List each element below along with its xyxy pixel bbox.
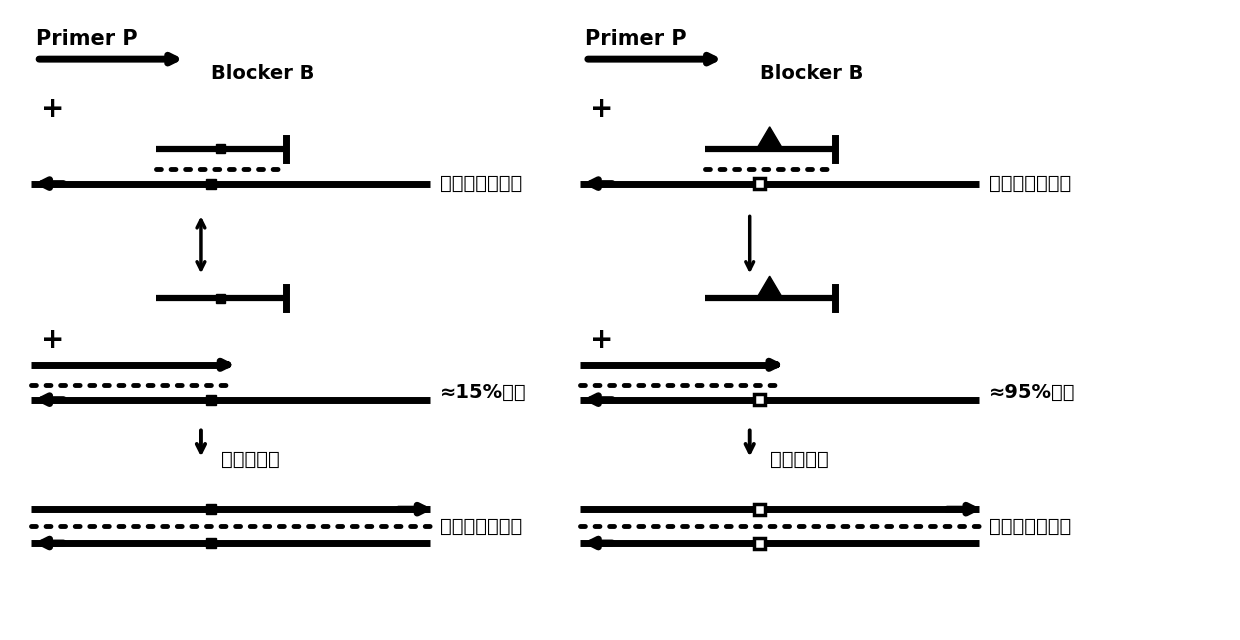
- Text: Blocker B: Blocker B: [760, 64, 863, 83]
- Bar: [206, 179, 216, 189]
- Text: +: +: [590, 326, 614, 354]
- Text: 聚合酶延伸: 聚合酶延伸: [770, 450, 828, 469]
- Text: 野生型核酸样本: 野生型核酸样本: [440, 174, 522, 193]
- Text: 突变型核酸样本: 突变型核酸样本: [990, 174, 1071, 193]
- Bar: [754, 504, 765, 515]
- Bar: [206, 395, 216, 404]
- Text: Primer P: Primer P: [36, 29, 138, 49]
- Bar: [206, 538, 216, 548]
- Text: Blocker B: Blocker B: [211, 64, 314, 83]
- Text: +: +: [41, 326, 64, 354]
- Text: 聚合酶延伸: 聚合酶延伸: [221, 450, 280, 469]
- Polygon shape: [756, 127, 782, 148]
- Polygon shape: [756, 276, 782, 298]
- Text: +: +: [41, 95, 64, 123]
- Text: +: +: [590, 95, 614, 123]
- Text: ≈15%产量: ≈15%产量: [440, 383, 527, 402]
- Text: Primer P: Primer P: [585, 29, 687, 49]
- Text: 突变型扩增产物: 突变型扩增产物: [990, 516, 1071, 536]
- Bar: [206, 504, 216, 514]
- Bar: [754, 538, 765, 548]
- Bar: [754, 394, 765, 405]
- Bar: [217, 144, 226, 153]
- Text: ≈95%产量: ≈95%产量: [990, 383, 1075, 402]
- Bar: [754, 178, 765, 189]
- Text: 野生型扩增产物: 野生型扩增产物: [440, 516, 522, 536]
- Bar: [217, 294, 226, 303]
